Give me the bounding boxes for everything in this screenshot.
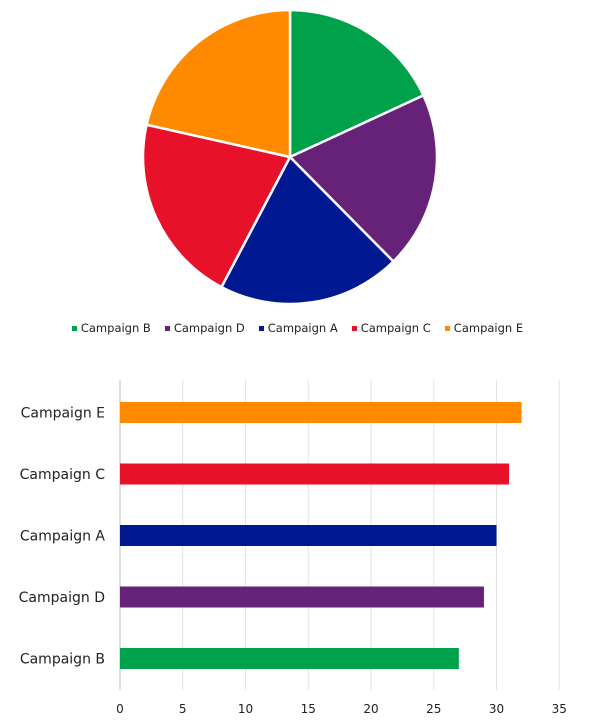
legend-item-campaign-d: Campaign D	[164, 321, 245, 335]
pie-chart	[141, 8, 439, 306]
legend-label: Campaign A	[267, 321, 338, 335]
legend-swatch	[351, 325, 357, 331]
x-tick-label: 15	[301, 702, 316, 716]
x-tick-label: 20	[363, 702, 378, 716]
x-tick-label: 10	[238, 702, 253, 716]
bar-campaign-c	[120, 463, 510, 485]
legend-swatch	[258, 325, 264, 331]
legend-item-campaign-b: Campaign B	[71, 321, 151, 335]
x-tick-label: 30	[489, 702, 504, 716]
legend-item-campaign-c: Campaign C	[351, 321, 431, 335]
pie-slice-campaign-c	[141, 123, 292, 289]
y-category-label: Campaign E	[21, 406, 105, 422]
y-category-label: Campaign C	[20, 467, 106, 483]
pie-legend: Campaign B Campaign D Campaign A Campaign C…	[0, 320, 595, 336]
pie-slice-campaign-e	[145, 8, 292, 159]
bar-campaign-a	[120, 525, 497, 546]
bar-campaign-b	[120, 648, 459, 669]
legend-label: Campaign C	[360, 321, 431, 335]
bar-chart: 0 5 10 15 20 25 30 35 Campaign E Campaign C Campai…	[19, 380, 567, 716]
x-tick-label: 35	[552, 702, 567, 716]
y-category-label: Campaign A	[20, 529, 106, 545]
legend-item-campaign-a: Campaign A	[258, 321, 338, 335]
bar-campaign-d	[120, 586, 484, 608]
y-category-label: Campaign D	[19, 590, 105, 606]
legend-label: Campaign D	[173, 321, 245, 335]
bar-campaign-e	[120, 402, 522, 423]
legend-swatch	[71, 325, 77, 331]
y-category-label: Campaign B	[20, 652, 105, 668]
x-tick-label: 5	[179, 702, 187, 716]
legend-swatch	[164, 325, 170, 331]
x-tick-label: 0	[116, 702, 124, 716]
legend-label: Campaign E	[453, 321, 524, 335]
legend-swatch	[444, 325, 450, 331]
pie-slice-campaign-b	[288, 8, 425, 159]
legend-label: Campaign B	[80, 321, 151, 335]
x-tick-label: 25	[426, 702, 441, 716]
pie-slice-campaign-a	[220, 155, 395, 306]
pie-slice-campaign-d	[288, 94, 439, 263]
legend-item-campaign-e: Campaign E	[444, 321, 524, 335]
